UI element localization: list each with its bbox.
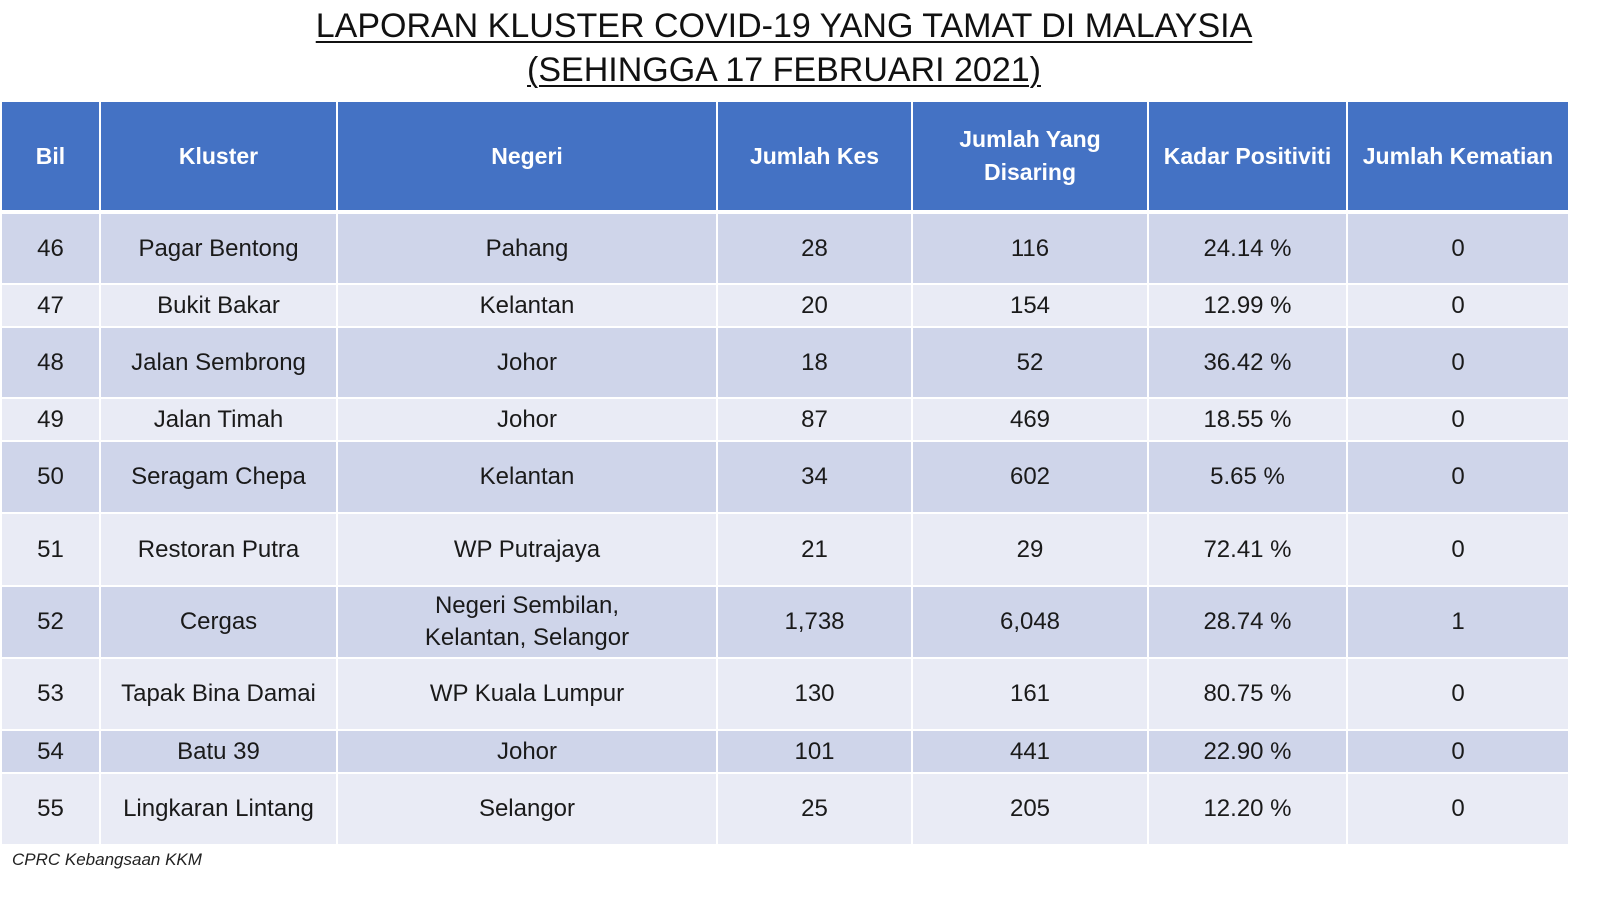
cell-kadar-positiviti: 72.41 %: [1147, 512, 1348, 587]
cell-jumlah-kes: 1,738: [716, 585, 913, 659]
cell-jumlah-disaring: 6,048: [911, 585, 1149, 659]
cell-jumlah-disaring: 29: [911, 512, 1149, 587]
cell-negeri: Johor: [336, 397, 718, 442]
cell-negeri: Johor: [336, 326, 718, 399]
header-jumlah-disaring: Jumlah Yang Disaring: [911, 100, 1149, 214]
cell-jumlah-kes: 25: [716, 772, 913, 846]
cell-jumlah-kematian: 0: [1346, 440, 1570, 514]
cell-jumlah-kematian: 0: [1346, 397, 1570, 442]
table-row: 53 Tapak Bina Damai WP Kuala Lumpur 130 …: [0, 657, 1570, 731]
cell-jumlah-kes: 87: [716, 397, 913, 442]
cell-jumlah-kematian: 0: [1346, 657, 1570, 731]
table-body: 46 Pagar Bentong Pahang 28 116 24.14 % 0…: [0, 211, 1570, 846]
cell-kluster: Cergas: [99, 585, 338, 659]
cell-jumlah-kes: 130: [716, 657, 913, 731]
cell-jumlah-disaring: 602: [911, 440, 1149, 514]
source-note: CPRC Kebangsaan KKM: [12, 850, 202, 869]
cell-kluster: Bukit Bakar: [99, 283, 338, 328]
cell-jumlah-kematian: 0: [1346, 283, 1570, 328]
cell-jumlah-kes: 101: [716, 729, 913, 774]
table-row: 55 Lingkaran Lintang Selangor 25 205 12.…: [0, 772, 1570, 846]
cell-jumlah-disaring: 469: [911, 397, 1149, 442]
cell-kadar-positiviti: 28.74 %: [1147, 585, 1348, 659]
cell-bil: 50: [0, 440, 101, 514]
cell-jumlah-kematian: 0: [1346, 211, 1570, 285]
table-row: 51 Restoran Putra WP Putrajaya 21 29 72.…: [0, 512, 1570, 587]
cell-jumlah-kematian: 1: [1346, 585, 1570, 659]
title-line-2: (SEHINGGA 17 FEBRUARI 2021): [527, 51, 1041, 89]
cell-kluster: Jalan Timah: [99, 397, 338, 442]
report-title: LAPORAN KLUSTER COVID-19 YANG TAMAT DI M…: [0, 4, 1568, 92]
cell-jumlah-disaring: 161: [911, 657, 1149, 731]
cell-bil: 54: [0, 729, 101, 774]
cell-kluster: Seragam Chepa: [99, 440, 338, 514]
table-row: 49 Jalan Timah Johor 87 469 18.55 % 0: [0, 397, 1570, 442]
header-kluster: Kluster: [99, 100, 338, 214]
cell-jumlah-disaring: 154: [911, 283, 1149, 328]
cell-bil: 52: [0, 585, 101, 659]
cell-kadar-positiviti: 22.90 %: [1147, 729, 1348, 774]
table-header-row: Bil Kluster Negeri Jumlah Kes Jumlah Yan…: [0, 100, 1570, 214]
cell-jumlah-kematian: 0: [1346, 772, 1570, 846]
cell-jumlah-kematian: 0: [1346, 729, 1570, 774]
cell-negeri: Negeri Sembilan, Kelantan, Selangor: [336, 585, 718, 659]
cell-kadar-positiviti: 12.99 %: [1147, 283, 1348, 328]
cell-negeri: WP Putrajaya: [336, 512, 718, 587]
cell-jumlah-kes: 28: [716, 211, 913, 285]
cell-kluster: Tapak Bina Damai: [99, 657, 338, 731]
table-row: 50 Seragam Chepa Kelantan 34 602 5.65 % …: [0, 440, 1570, 514]
cell-kadar-positiviti: 24.14 %: [1147, 211, 1348, 285]
cluster-table: Bil Kluster Negeri Jumlah Kes Jumlah Yan…: [0, 100, 1570, 846]
table-row: 52 Cergas Negeri Sembilan, Kelantan, Sel…: [0, 585, 1570, 659]
cell-jumlah-disaring: 205: [911, 772, 1149, 846]
cell-jumlah-disaring: 441: [911, 729, 1149, 774]
cell-jumlah-disaring: 116: [911, 211, 1149, 285]
cell-jumlah-kematian: 0: [1346, 326, 1570, 399]
cell-bil: 51: [0, 512, 101, 587]
table-row: 46 Pagar Bentong Pahang 28 116 24.14 % 0: [0, 211, 1570, 285]
cell-jumlah-kes: 20: [716, 283, 913, 328]
header-jumlah-kes: Jumlah Kes: [716, 100, 913, 214]
header-bil: Bil: [0, 100, 101, 214]
cell-kluster: Restoran Putra: [99, 512, 338, 587]
header-jumlah-kematian: Jumlah Kematian: [1346, 100, 1570, 214]
cell-negeri: Johor: [336, 729, 718, 774]
cell-kadar-positiviti: 80.75 %: [1147, 657, 1348, 731]
cell-jumlah-kematian: 0: [1346, 512, 1570, 587]
title-line-1: LAPORAN KLUSTER COVID-19 YANG TAMAT DI M…: [315, 7, 1253, 45]
cell-kadar-positiviti: 18.55 %: [1147, 397, 1348, 442]
table-row: 47 Bukit Bakar Kelantan 20 154 12.99 % 0: [0, 283, 1570, 328]
cell-kadar-positiviti: 12.20 %: [1147, 772, 1348, 846]
cell-kluster: Batu 39: [99, 729, 338, 774]
cell-negeri: Pahang: [336, 211, 718, 285]
cell-negeri: Kelantan: [336, 283, 718, 328]
cell-jumlah-kes: 21: [716, 512, 913, 587]
cell-kluster: Pagar Bentong: [99, 211, 338, 285]
header-negeri: Negeri: [336, 100, 718, 214]
table-row: 48 Jalan Sembrong Johor 18 52 36.42 % 0: [0, 326, 1570, 399]
cell-kluster: Lingkaran Lintang: [99, 772, 338, 846]
cell-kadar-positiviti: 36.42 %: [1147, 326, 1348, 399]
table-row: 54 Batu 39 Johor 101 441 22.90 % 0: [0, 729, 1570, 774]
cell-bil: 47: [0, 283, 101, 328]
cell-jumlah-kes: 18: [716, 326, 913, 399]
cell-negeri: Selangor: [336, 772, 718, 846]
cell-kadar-positiviti: 5.65 %: [1147, 440, 1348, 514]
cell-jumlah-disaring: 52: [911, 326, 1149, 399]
cell-bil: 49: [0, 397, 101, 442]
cell-negeri: WP Kuala Lumpur: [336, 657, 718, 731]
cell-jumlah-kes: 34: [716, 440, 913, 514]
cell-kluster: Jalan Sembrong: [99, 326, 338, 399]
cell-bil: 55: [0, 772, 101, 846]
header-kadar-positiviti: Kadar Positiviti: [1147, 100, 1348, 214]
cell-bil: 48: [0, 326, 101, 399]
cell-negeri: Kelantan: [336, 440, 718, 514]
cell-bil: 53: [0, 657, 101, 731]
cell-bil: 46: [0, 211, 101, 285]
